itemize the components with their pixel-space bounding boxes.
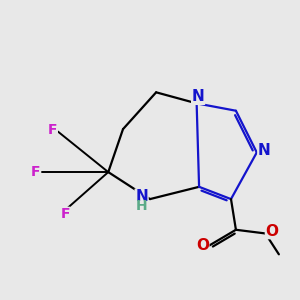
Text: N: N: [258, 143, 271, 158]
Text: O: O: [196, 238, 209, 253]
Text: F: F: [60, 207, 70, 221]
Text: O: O: [266, 224, 278, 238]
Text: F: F: [48, 123, 57, 137]
Text: H: H: [136, 199, 147, 213]
Text: N: N: [135, 189, 148, 204]
Text: N: N: [192, 89, 205, 104]
Text: F: F: [31, 165, 40, 179]
